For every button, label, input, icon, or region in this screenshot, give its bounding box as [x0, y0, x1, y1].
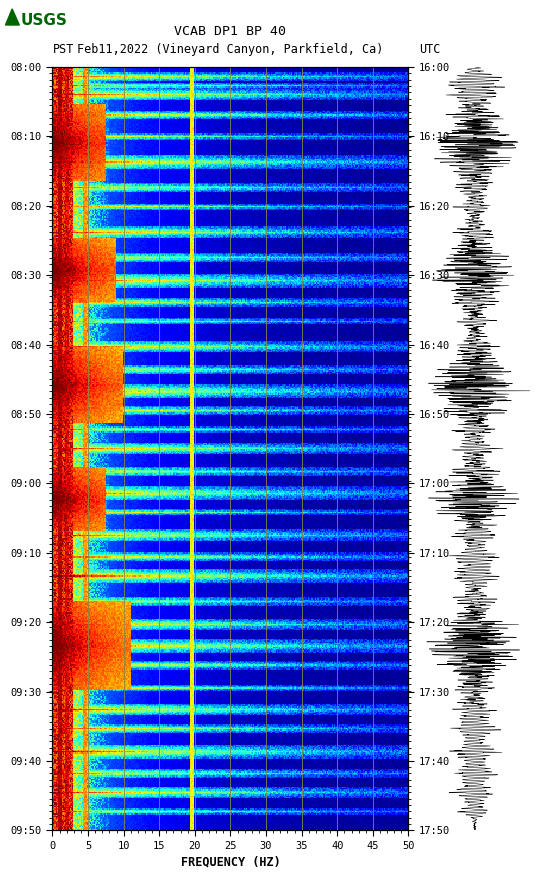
Text: PST: PST [52, 43, 74, 55]
Text: USGS: USGS [21, 13, 68, 29]
Text: Feb11,2022 (Vineyard Canyon, Parkfield, Ca): Feb11,2022 (Vineyard Canyon, Parkfield, … [77, 43, 384, 55]
X-axis label: FREQUENCY (HZ): FREQUENCY (HZ) [181, 855, 280, 868]
Text: UTC: UTC [420, 43, 441, 55]
Text: VCAB DP1 BP 40: VCAB DP1 BP 40 [174, 25, 286, 38]
